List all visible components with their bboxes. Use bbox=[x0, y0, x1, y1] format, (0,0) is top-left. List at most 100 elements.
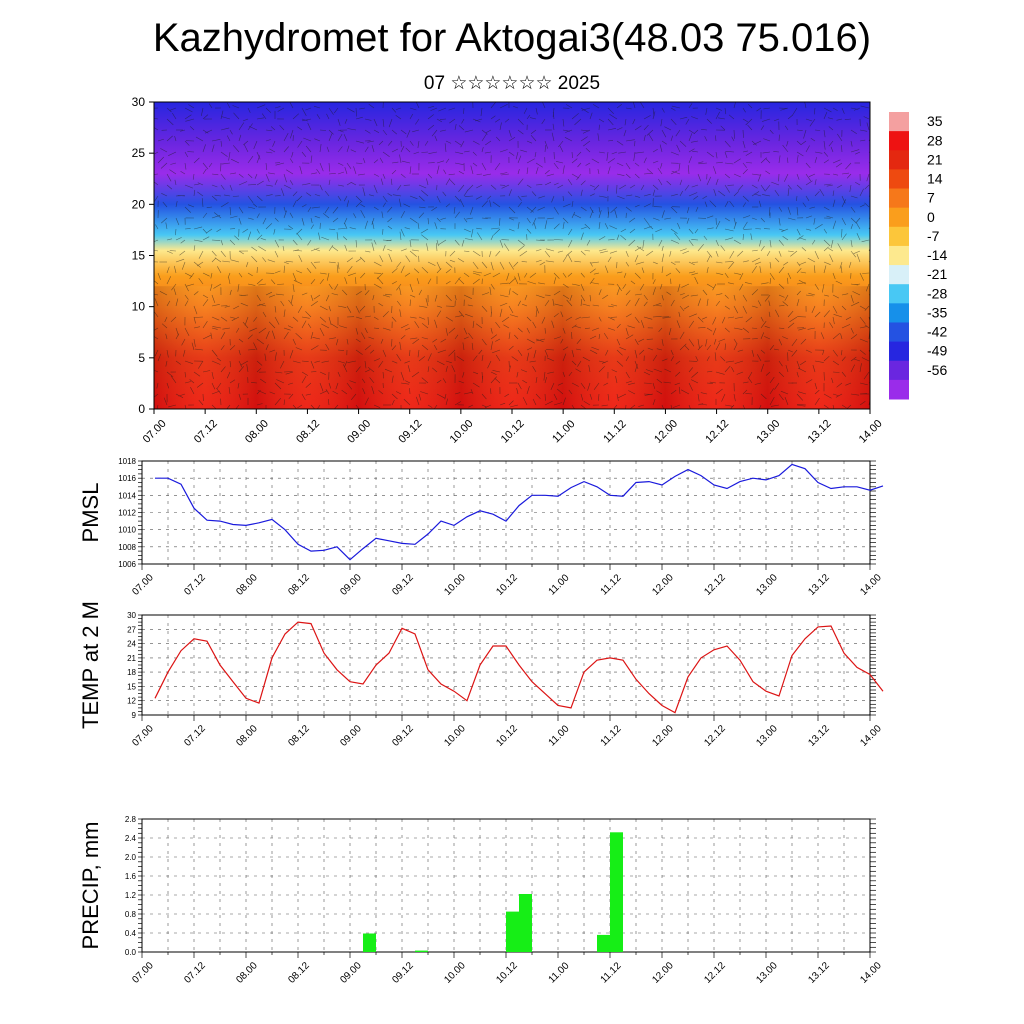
wind-vector bbox=[634, 298, 640, 307]
wind-vector bbox=[494, 162, 501, 171]
wind-vector bbox=[580, 226, 587, 230]
wind-vector bbox=[193, 316, 196, 324]
wind-vector bbox=[247, 283, 256, 286]
wind-vector bbox=[553, 272, 560, 279]
wind-vector bbox=[184, 206, 192, 213]
wind-vector bbox=[805, 173, 812, 182]
wind-vector bbox=[396, 261, 402, 268]
wind-vector bbox=[373, 173, 379, 177]
wind-vector bbox=[837, 184, 843, 188]
xtick-label: 09.12 bbox=[390, 723, 416, 749]
wind-vector bbox=[391, 281, 397, 285]
wind-vector bbox=[787, 184, 792, 190]
wind-vector bbox=[769, 239, 772, 248]
xtick-label: 10.12 bbox=[494, 960, 520, 986]
wind-vector bbox=[440, 217, 447, 220]
wind-vector bbox=[533, 222, 537, 230]
wind-vector bbox=[670, 151, 680, 156]
wind-vector bbox=[823, 246, 829, 252]
wind-vector bbox=[859, 349, 866, 355]
wind-vector bbox=[589, 277, 595, 285]
heatmap-xtick-label: 13.00 bbox=[754, 418, 782, 446]
wind-vector bbox=[321, 236, 330, 241]
wind-vector bbox=[796, 371, 799, 378]
wind-vector bbox=[256, 155, 261, 164]
wind-vector bbox=[607, 166, 611, 175]
wind-vector bbox=[724, 237, 734, 241]
wind-vector bbox=[589, 349, 598, 354]
wind-vector bbox=[170, 375, 177, 384]
wind-vector bbox=[811, 305, 816, 314]
wind-vector bbox=[483, 173, 492, 176]
wind-vector bbox=[326, 272, 330, 281]
wind-vector bbox=[782, 301, 789, 307]
wind-vector bbox=[593, 184, 600, 191]
wind-vector bbox=[163, 397, 168, 406]
wind-vector bbox=[571, 113, 579, 120]
wind-vector bbox=[524, 272, 528, 278]
wind-vector bbox=[581, 316, 591, 319]
wind-vector bbox=[364, 118, 372, 121]
wind-vector bbox=[346, 382, 353, 390]
wind-vector bbox=[679, 305, 685, 312]
wind-vector bbox=[598, 210, 602, 219]
wind-vector bbox=[454, 162, 464, 165]
wind-vector bbox=[688, 271, 696, 274]
heatmap-ytick-label: 25 bbox=[132, 146, 146, 160]
wind-vector bbox=[154, 280, 159, 285]
wind-vector bbox=[562, 353, 567, 362]
wind-vector bbox=[382, 311, 389, 318]
wind-vector bbox=[305, 145, 312, 153]
wind-vector bbox=[184, 371, 186, 378]
wind-vector bbox=[415, 118, 420, 125]
wind-vector bbox=[706, 267, 709, 274]
wind-vector bbox=[385, 293, 393, 296]
wind-vector bbox=[400, 334, 406, 340]
wind-vector bbox=[387, 140, 393, 146]
wind-vector bbox=[361, 332, 366, 340]
wind-vector bbox=[751, 305, 758, 308]
wind-vector bbox=[845, 162, 852, 170]
wind-vector bbox=[616, 234, 620, 241]
wind-vector bbox=[796, 195, 798, 202]
wind-vector bbox=[535, 167, 539, 175]
wind-vector bbox=[589, 112, 593, 120]
wind-vector bbox=[384, 368, 393, 373]
wind-vector bbox=[832, 173, 839, 176]
wind-vector bbox=[630, 280, 636, 285]
wind-vector bbox=[310, 300, 318, 307]
wind-vector bbox=[604, 265, 609, 274]
wind-vector bbox=[554, 303, 564, 307]
wind-vector bbox=[481, 217, 488, 219]
wind-vector bbox=[679, 190, 683, 197]
wind-vector bbox=[760, 245, 765, 252]
wind-vector bbox=[481, 261, 488, 269]
wind-vector bbox=[475, 323, 483, 329]
wind-vector bbox=[307, 239, 312, 246]
wind-vector bbox=[760, 393, 767, 400]
wind-vector bbox=[850, 294, 854, 303]
wind-vector bbox=[646, 168, 654, 175]
wind-vector bbox=[702, 316, 708, 320]
wind-vector bbox=[571, 151, 573, 159]
wind-vector bbox=[162, 201, 168, 208]
wind-vector bbox=[661, 140, 667, 145]
wind-vector bbox=[544, 377, 547, 384]
wind-vector bbox=[607, 305, 614, 308]
wind-vector bbox=[782, 236, 789, 241]
wind-vector bbox=[476, 227, 483, 230]
wind-vector bbox=[249, 126, 258, 131]
wind-vector bbox=[835, 280, 843, 285]
wind-vector bbox=[751, 173, 761, 176]
wind-vector bbox=[426, 243, 429, 252]
xtick-label: 12.00 bbox=[650, 960, 676, 986]
wind-vector bbox=[814, 389, 820, 395]
wind-vector bbox=[424, 140, 429, 146]
wind-vector bbox=[517, 272, 521, 281]
wind-vector bbox=[694, 228, 699, 234]
wind-vector bbox=[745, 316, 753, 323]
wind-vector bbox=[773, 151, 780, 153]
wind-vector bbox=[256, 360, 263, 366]
wind-vector bbox=[319, 371, 326, 375]
wind-vector bbox=[552, 298, 555, 307]
